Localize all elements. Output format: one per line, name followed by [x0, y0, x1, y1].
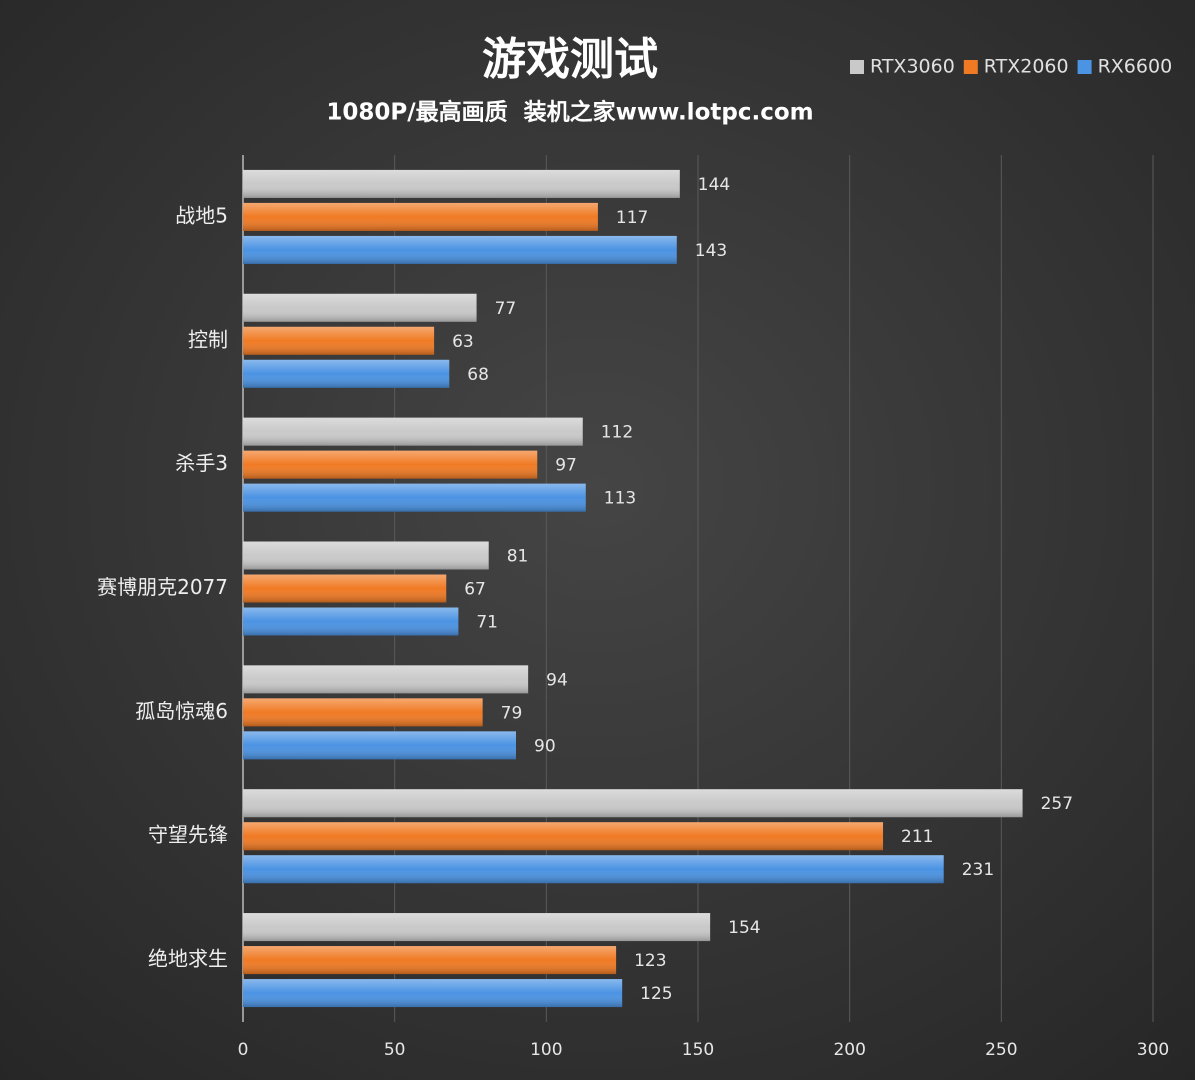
- bar: [243, 789, 1023, 818]
- data-label: 154: [728, 918, 760, 938]
- y-tick-label: 杀手3: [175, 451, 228, 475]
- data-label: 123: [634, 951, 666, 971]
- bar: [243, 665, 529, 694]
- data-label: 125: [640, 984, 672, 1004]
- legend-swatch: [963, 60, 978, 74]
- data-label: 112: [601, 423, 633, 443]
- bar: [243, 541, 489, 570]
- data-label: 79: [501, 703, 523, 723]
- y-tick-label: 赛博朋克2077: [97, 575, 228, 599]
- x-tick-label: 300: [1137, 1040, 1169, 1060]
- bar: [243, 202, 598, 231]
- bar: [243, 483, 586, 512]
- legend-swatch: [850, 60, 864, 74]
- bar: [243, 450, 538, 479]
- data-label: 144: [698, 175, 730, 195]
- data-label: 68: [467, 365, 489, 385]
- data-label: 143: [695, 241, 727, 261]
- data-label: 77: [495, 299, 517, 319]
- legend-label: RTX3060: [870, 56, 955, 78]
- data-label: 97: [555, 456, 577, 476]
- y-tick-label: 绝地求生: [148, 947, 228, 971]
- y-tick-label: 守望先锋: [148, 823, 228, 847]
- chart-title: 游戏测试: [482, 34, 658, 85]
- data-label: 117: [616, 208, 648, 228]
- data-label: 90: [534, 736, 556, 756]
- bar: [243, 822, 884, 851]
- data-label: 94: [546, 670, 568, 690]
- bar: [243, 979, 623, 1008]
- x-tick-label: 250: [985, 1040, 1017, 1060]
- chart-subtitle: 1080P/最高画质 装机之家www.lotpc.com: [326, 99, 813, 126]
- bar: [243, 574, 447, 603]
- data-label: 81: [507, 547, 529, 567]
- bar: [243, 235, 677, 264]
- data-label: 71: [476, 613, 498, 633]
- bar: [243, 731, 516, 760]
- data-label: 63: [452, 332, 474, 352]
- legend-label: RTX2060: [984, 56, 1069, 78]
- x-tick-label: 150: [682, 1040, 714, 1060]
- y-tick-label: 控制: [188, 327, 228, 351]
- bar: [243, 417, 583, 446]
- bar: [243, 855, 944, 884]
- x-tick-label: 50: [384, 1040, 406, 1060]
- bar: [243, 293, 477, 322]
- y-tick-label: 战地5: [175, 203, 228, 227]
- bar: [243, 169, 680, 198]
- x-tick-label: 0: [238, 1040, 249, 1060]
- data-label: 67: [464, 580, 486, 600]
- bar: [243, 698, 483, 727]
- bar: [243, 326, 435, 355]
- x-tick-label: 100: [530, 1040, 562, 1060]
- bar: [243, 607, 459, 636]
- data-label: 113: [604, 489, 636, 509]
- legend-swatch: [1077, 60, 1092, 74]
- bar: [243, 913, 711, 942]
- bar: [243, 946, 617, 975]
- bar: [243, 359, 450, 388]
- data-label: 231: [962, 860, 994, 880]
- data-label: 211: [901, 827, 933, 847]
- legend-label: RX6600: [1098, 56, 1173, 78]
- x-tick-label: 200: [833, 1040, 865, 1060]
- y-tick-label: 孤岛惊魂6: [135, 699, 228, 723]
- data-label: 257: [1041, 794, 1073, 814]
